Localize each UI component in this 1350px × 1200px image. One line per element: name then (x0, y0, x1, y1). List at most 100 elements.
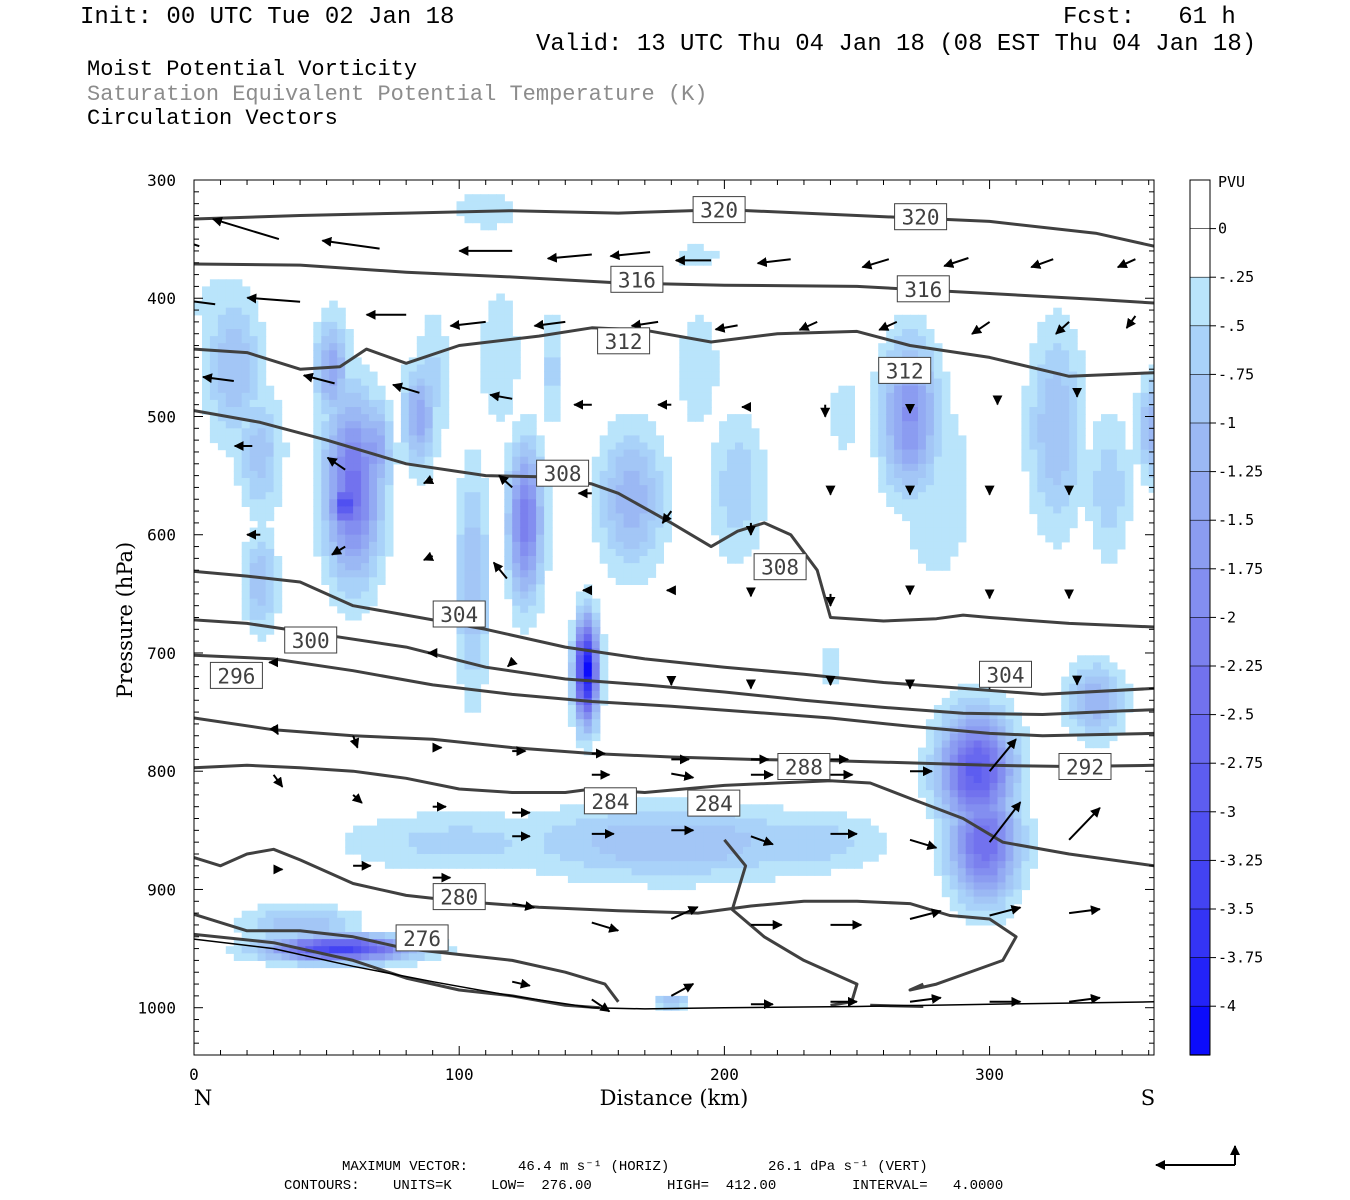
pv-cell (1029, 392, 1038, 401)
pv-cell (313, 449, 322, 458)
pv-cell (957, 492, 967, 500)
pv-cell (1085, 499, 1094, 507)
pv-cell (369, 499, 378, 507)
pv-cell (743, 868, 752, 876)
pv-cell (918, 761, 927, 770)
pv-cell (488, 357, 497, 366)
pv-cell (488, 350, 497, 358)
pv-cell (758, 506, 768, 515)
pv-cell (1021, 790, 1030, 798)
pv-cell (329, 520, 338, 529)
pv-cell (902, 343, 911, 351)
pv-cell (647, 442, 657, 451)
pv-cell (353, 917, 362, 926)
pv-cell (894, 485, 903, 493)
pv-cell (615, 854, 625, 862)
pv-cell (321, 577, 330, 585)
pv-cell (1140, 435, 1150, 444)
pv-cell (472, 527, 482, 536)
pv-cell (225, 385, 235, 394)
pv-cell (615, 563, 625, 571)
theta-contour-line (194, 763, 1154, 868)
pv-cell (361, 399, 370, 408)
pv-cell (663, 868, 672, 876)
pv-cell (1101, 463, 1110, 472)
pv-cell (345, 499, 354, 507)
pv-cell (384, 548, 394, 557)
pv-cell (631, 563, 641, 571)
pv-cell (838, 428, 847, 436)
pv-cell (599, 513, 609, 522)
pv-cell (933, 775, 943, 784)
pv-cell (424, 811, 434, 820)
pv-cell (337, 392, 346, 401)
pv-cell (241, 946, 251, 954)
pv-cell (1148, 407, 1154, 415)
pv-cell (329, 598, 338, 607)
pv-cell (504, 492, 513, 500)
pv-cell (1101, 690, 1110, 699)
pv-cell (1108, 421, 1118, 429)
pv-cell (512, 506, 521, 515)
pv-cell (735, 485, 744, 493)
pv-cell (353, 520, 362, 529)
pv-cell (512, 435, 521, 444)
pv-cell (607, 520, 617, 529)
pv-cell (257, 421, 267, 429)
pv-cell (1045, 343, 1054, 351)
pv-cell (965, 754, 975, 763)
pv-cell (774, 804, 784, 812)
pv-cell (1013, 733, 1022, 742)
contour-label-text: 316 (904, 278, 942, 302)
contour-label: 316 (610, 265, 664, 293)
pv-cell (225, 428, 235, 436)
pv-cell (241, 470, 251, 479)
pv-cell (321, 960, 330, 969)
pv-cell (766, 818, 776, 827)
pv-cell (949, 527, 959, 536)
pv-cell (1045, 478, 1054, 486)
pv-cell (504, 442, 513, 451)
pv-cell (1061, 329, 1070, 337)
pv-cell (504, 215, 513, 224)
pv-cell (281, 910, 291, 919)
pv-cell (743, 414, 752, 422)
pv-cell (488, 399, 497, 408)
pv-cell (639, 428, 649, 436)
pv-cell (400, 449, 410, 458)
pv-cell (321, 357, 330, 366)
pv-cell (695, 407, 704, 415)
pv-cell (361, 407, 370, 415)
pv-cell (321, 414, 330, 422)
pv-cell (217, 392, 227, 401)
pv-cell (1077, 378, 1086, 387)
pv-cell (1053, 463, 1062, 472)
pv-cell (758, 513, 768, 522)
pv-cell (941, 775, 951, 784)
pv-cell (567, 818, 577, 827)
pv-cell (552, 321, 561, 330)
pv-cell (1021, 747, 1030, 756)
pv-cell (1108, 513, 1118, 522)
pv-cell (790, 846, 800, 855)
pv-cell (528, 506, 537, 515)
pv-cell (663, 846, 672, 855)
pv-cell (321, 513, 330, 522)
pv-cell (313, 499, 322, 507)
pv-cell (337, 563, 346, 571)
pv-cell (488, 385, 497, 394)
pv-cell (337, 385, 346, 394)
pv-cell (225, 378, 235, 387)
pv-cell (353, 371, 362, 380)
pv-cell (329, 563, 338, 571)
pv-cell (965, 839, 975, 848)
pv-cell (663, 506, 672, 515)
contour-label: 292 (1058, 753, 1112, 780)
pv-cell (1132, 456, 1142, 465)
pv-cell (647, 868, 657, 876)
pv-cell (918, 527, 927, 536)
pv-cell (838, 385, 847, 394)
pv-cell (631, 825, 641, 834)
pv-cell (933, 761, 943, 770)
pv-cell (241, 314, 251, 323)
